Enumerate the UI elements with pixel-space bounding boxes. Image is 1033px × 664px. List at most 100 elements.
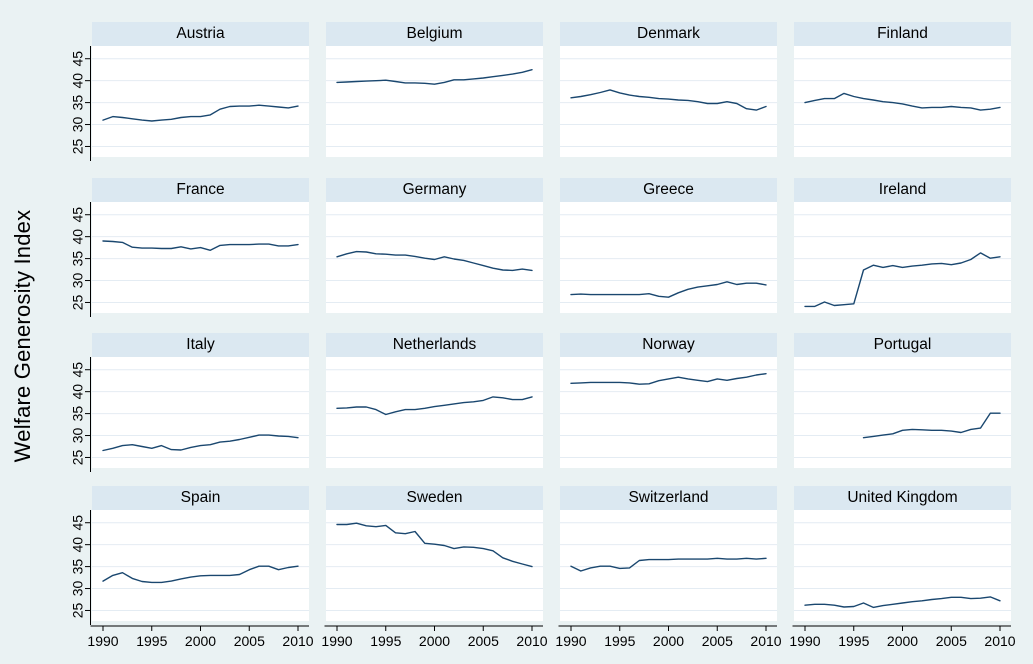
plot-italy: 25 30 35 40 45 [70, 357, 309, 472]
series-line [804, 252, 1001, 308]
series-line [570, 281, 767, 298]
x-tick-label: 1990 [789, 633, 820, 649]
plot-finland [794, 46, 1011, 157]
y-tick-label: 45 [70, 51, 86, 67]
y-tick-label: 30 [70, 581, 86, 597]
y-tick-label: 40 [70, 73, 86, 89]
x-axis: 1990 1995 2000 2005 2010 [87, 625, 314, 649]
plot-background [326, 357, 543, 468]
y-tick-label: 35 [70, 559, 86, 575]
panel-france: France 25 30 35 40 45 [70, 178, 309, 317]
panel-title: Austria [92, 22, 309, 46]
series-line [336, 69, 533, 85]
y-axis-title: Welfare Generosity Index [10, 209, 35, 463]
series-line [336, 250, 533, 272]
x-axis: 1990 1995 2000 2005 2010 [555, 625, 782, 649]
plot-background [794, 357, 1011, 468]
y-tick-label: 35 [70, 251, 86, 267]
plot-background [326, 510, 543, 621]
plot-netherlands [326, 357, 543, 468]
x-tick-label: 1995 [604, 633, 635, 649]
plot-background [92, 510, 309, 621]
panel-title: Italy [92, 333, 309, 357]
series-line [570, 373, 767, 385]
panel-greece: Greece [560, 178, 777, 313]
x-tick-label: 2005 [468, 633, 499, 649]
y-tick-label: 35 [70, 95, 86, 111]
series-line [804, 92, 1001, 111]
x-tick-label: 2010 [282, 633, 313, 649]
y-axis: 25 30 35 40 45 [70, 510, 91, 625]
panel-united-kingdom: United Kingdom 1990 1995 2000 2005 2010 [789, 486, 1016, 649]
y-tick-label: 25 [70, 450, 86, 466]
y-tick-label: 40 [70, 384, 86, 400]
plot-spain: 25 30 35 40 45 1990 1995 2000 2005 2010 [70, 510, 314, 649]
plot-france: 25 30 35 40 45 [70, 202, 309, 317]
y-tick-label: 45 [70, 515, 86, 531]
y-tick-label: 30 [70, 273, 86, 289]
panel-title: Netherlands [326, 333, 543, 357]
x-tick-label: 1990 [321, 633, 352, 649]
plot-united-kingdom: 1990 1995 2000 2005 2010 [789, 510, 1016, 649]
plot-background [92, 202, 309, 313]
x-tick-label: 1995 [136, 633, 167, 649]
y-axis: 25 30 35 40 45 [70, 357, 91, 472]
plot-denmark [560, 46, 777, 157]
plot-ireland [794, 202, 1011, 313]
x-tick-label: 2010 [750, 633, 781, 649]
x-tick-label: 2005 [234, 633, 265, 649]
series-line [102, 104, 299, 122]
panel-title: Spain [92, 486, 309, 510]
plot-background [794, 46, 1011, 157]
x-tick-label: 2010 [984, 633, 1015, 649]
panel-title: Switzerland [560, 486, 777, 510]
panel-ireland: Ireland [794, 178, 1011, 313]
y-tick-label: 25 [70, 139, 86, 155]
plot-background [560, 46, 777, 157]
x-tick-label: 1995 [838, 633, 869, 649]
plot-background [560, 357, 777, 468]
series-line [102, 240, 299, 251]
plot-background [92, 357, 309, 468]
panel-title: Norway [560, 333, 777, 357]
panel-italy: Italy 25 30 35 40 45 [70, 333, 309, 472]
panel-portugal: Portugal [794, 333, 1011, 468]
panel-title: Belgium [326, 22, 543, 46]
series-line [102, 434, 299, 452]
panel-title: Denmark [560, 22, 777, 46]
panel-title: United Kingdom [794, 486, 1011, 510]
panel-germany: Germany [326, 178, 543, 313]
series-line [102, 565, 299, 584]
panel-title: Germany [326, 178, 543, 202]
panel-switzerland: Switzerland 1990 1995 2000 2005 2010 [555, 486, 782, 649]
panel-austria: Austria 25 30 35 40 45 [70, 22, 309, 161]
y-axis: 25 30 35 40 45 [70, 46, 91, 161]
plot-background [92, 46, 309, 157]
panel-finland: Finland [794, 22, 1011, 157]
x-tick-label: 2000 [185, 633, 216, 649]
x-tick-label: 1990 [87, 633, 118, 649]
y-tick-label: 45 [70, 362, 86, 378]
panel-denmark: Denmark [560, 22, 777, 157]
panel-title: Greece [560, 178, 777, 202]
x-tick-label: 2005 [702, 633, 733, 649]
plot-background [326, 46, 543, 157]
y-tick-label: 25 [70, 295, 86, 311]
series-line [336, 522, 533, 568]
series-line [862, 412, 1001, 439]
panel-title: Ireland [794, 178, 1011, 202]
plot-portugal [794, 357, 1011, 468]
x-axis: 1990 1995 2000 2005 2010 [321, 625, 548, 649]
plot-austria: 25 30 35 40 45 [70, 46, 309, 161]
panel-title: Portugal [794, 333, 1011, 357]
plot-sweden: 1990 1995 2000 2005 2010 [321, 510, 548, 649]
x-tick-label: 2010 [516, 633, 547, 649]
panel-norway: Norway [560, 333, 777, 468]
series-line [804, 596, 1001, 609]
y-tick-label: 25 [70, 603, 86, 619]
series-line [336, 396, 533, 416]
y-tick-label: 45 [70, 207, 86, 223]
x-tick-label: 1990 [555, 633, 586, 649]
x-tick-label: 1995 [370, 633, 401, 649]
